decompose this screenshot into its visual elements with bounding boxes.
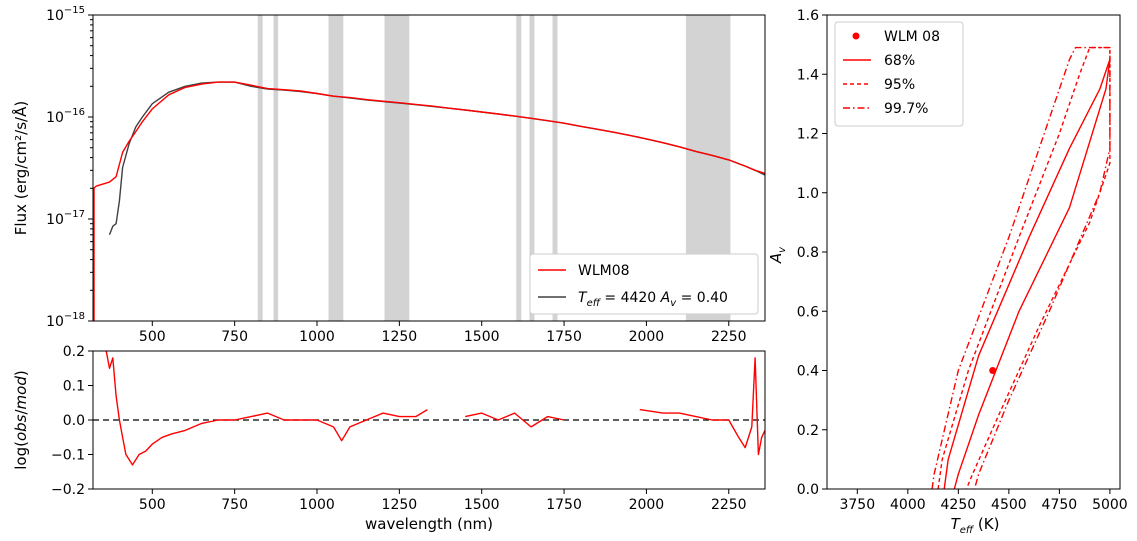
residual-segment-line: [639, 357, 766, 456]
legend-label-68: 68%: [884, 53, 915, 69]
residual-x-axis-label: wavelength (nm): [365, 515, 493, 533]
spectrum-x-tick-label: 2250: [711, 329, 747, 345]
residual-segment-line: [465, 412, 565, 428]
spectrum-x-tick-label: 1750: [546, 329, 582, 345]
masked-band: [384, 15, 410, 321]
contour-y-tick-label: 0.6: [797, 304, 819, 320]
spectrum-y-tick-label: 10−17: [46, 209, 85, 228]
contour-y-tick-label: 0.4: [797, 364, 819, 380]
legend-label-wlm-08: WLM 08: [884, 29, 940, 45]
contour-x-ticks: 3750 4000 4250 4500 4750 5000: [839, 489, 1128, 513]
contour-y-tick-label: 1.2: [797, 127, 819, 143]
residual-x-ticks: 500 750 1000 1250 1500 1750 2000 2250: [139, 489, 747, 513]
contour-y-ticks: 0.0 0.2 0.4 0.6 0.8 1.0 1.2 1.4 1.6: [797, 8, 827, 498]
contour-95-line: [937, 46, 1111, 490]
residual-y-ticks: 0.2 0.1 0.0 −0.1 −0.2: [51, 344, 93, 498]
contour-x-tick-label: 4250: [941, 497, 977, 513]
legend-label-wlm08: WLM08: [578, 263, 630, 279]
contour-lines: [931, 46, 1111, 490]
residual-lines: [105, 350, 766, 466]
spectrum-x-tick-label: 2000: [629, 329, 665, 345]
contour-x-tick-label: 5000: [1092, 497, 1128, 513]
residual-panel: 500 750 1000 1250 1500 1750 2000 2250 0.2 0.1 0.0…: [12, 344, 766, 533]
residual-x-tick-label: 2000: [629, 497, 665, 513]
spectrum-y-tick-label: 10−15: [46, 5, 85, 24]
spectrum-y-ticks: 10−15 10−16 10−17 10−18: [46, 5, 93, 330]
masked-bands: [257, 15, 731, 321]
residual-x-tick-label: 1250: [382, 497, 418, 513]
residual-x-tick-label: 1750: [546, 497, 582, 513]
contour-y-tick-label: 1.4: [797, 67, 819, 83]
contour-68-line: [943, 58, 1111, 490]
contour-y-tick-label: 1.6: [797, 8, 819, 24]
contour-x-tick-label: 4000: [890, 497, 926, 513]
series-wlm08-line: [93, 81, 766, 189]
contour-panel: 3750 4000 4250 4500 4750 5000 0.0 0.2 0.4 0.6 0.8…: [767, 8, 1128, 536]
contour-x-tick-label: 3750: [839, 497, 875, 513]
residual-x-tick-label: 750: [221, 497, 248, 513]
contour-y-tick-label: 0.8: [797, 245, 819, 261]
residual-y-tick-label: 0.0: [63, 413, 85, 429]
spectrum-x-ticks: 500 750 1000 1250 1500 1750 2000 2250: [139, 321, 747, 345]
spectrum-x-tick-label: 750: [221, 329, 248, 345]
spectrum-x-tick-label: 1250: [382, 329, 418, 345]
spectrum-x-tick-label: 1000: [299, 329, 335, 345]
spectrum-lines: [93, 81, 766, 321]
residual-x-tick-label: 2250: [711, 497, 747, 513]
spectrum-axes-frame: [92, 14, 766, 322]
residual-x-tick-label: 500: [139, 497, 166, 513]
masked-band: [273, 15, 279, 321]
spectrum-panel: 500 750 1000 1250 1500 1750 2000 2250 10−1510−1…: [11, 5, 766, 345]
masked-band: [257, 15, 263, 321]
contour-y-axis-label: Av: [767, 246, 788, 264]
residual-y-tick-label: 0.1: [63, 379, 85, 395]
contour-y-tick-label: 1.0: [797, 186, 819, 202]
contour-y-tick-label: 0.0: [797, 482, 819, 498]
contour-y-tick-label: 0.2: [797, 423, 819, 439]
spectrum-x-tick-label: 1500: [464, 329, 500, 345]
spectrum-legend-box: [529, 253, 759, 315]
legend-label-model: Teff = 4420 Av = 0.40: [578, 290, 728, 309]
residual-x-tick-label: 1000: [299, 497, 335, 513]
residual-y-tick-label: −0.2: [51, 482, 85, 498]
masked-band: [552, 15, 558, 321]
contour-x-tick-label: 4750: [1042, 497, 1078, 513]
masked-band: [516, 15, 522, 321]
spectrum-y-tick-label: 10−16: [46, 107, 85, 126]
spectrum-x-tick-label: 500: [139, 329, 166, 345]
residual-x-tick-label: 1500: [464, 497, 500, 513]
series-model-line: [108, 81, 766, 236]
best-fit-point: [989, 367, 997, 374]
residual-segment-line: [105, 350, 428, 466]
contour-x-tick-label: 4500: [991, 497, 1027, 513]
residual-y-tick-label: −0.1: [51, 448, 85, 464]
spectrum-y-axis-label: Flux (erg/cm²/s/Å): [11, 101, 30, 235]
contour-99-7-line: [931, 46, 1111, 490]
legend-label-99-7: 99.7%: [884, 101, 928, 117]
contour-legend-box: [834, 21, 964, 127]
residual-y-axis-label: log(obs/mod): [12, 370, 30, 469]
spectrum-legend: WLM08 Teff = 4420 Av = 0.40: [529, 253, 759, 315]
masked-band: [328, 15, 344, 321]
legend-swatch-wlm-08: [852, 32, 860, 40]
residual-y-tick-label: 0.2: [63, 344, 85, 360]
contour-legend: WLM 08 68% 95% 99.7%: [834, 21, 964, 127]
legend-label-95: 95%: [884, 77, 915, 93]
masked-band: [529, 15, 535, 321]
spectrum-y-tick-label: 10−18: [46, 311, 85, 330]
contour-x-axis-label: Teff (K): [951, 515, 1000, 536]
